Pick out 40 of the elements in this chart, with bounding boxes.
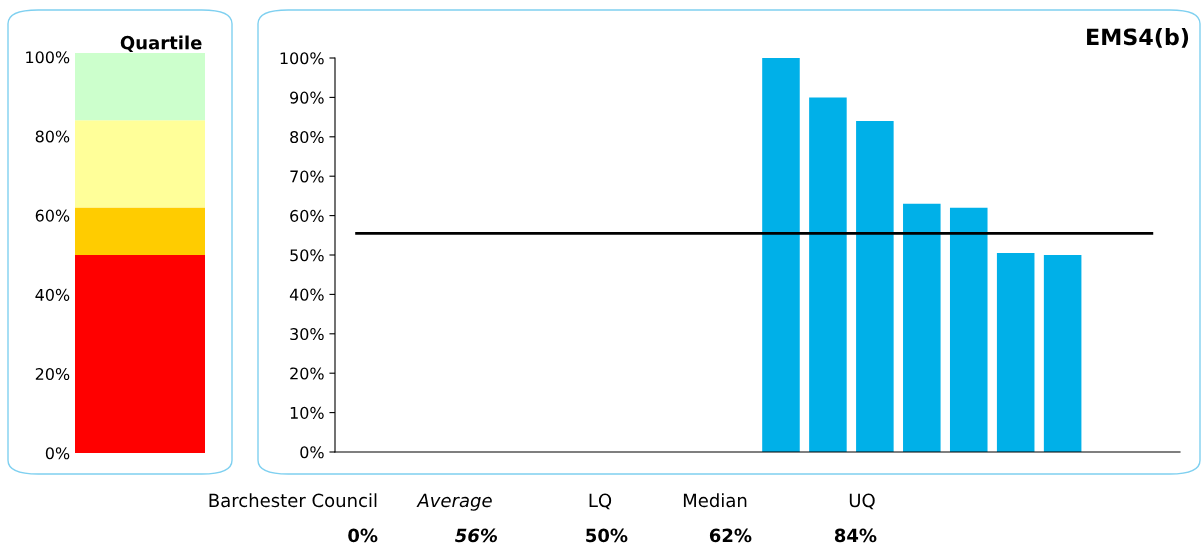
text: LQ xyxy=(589,493,612,510)
text: 50% xyxy=(586,528,628,543)
bar xyxy=(762,58,800,452)
chart-title: EMS4(b) xyxy=(1087,28,1189,48)
y-tick-label: 80% xyxy=(290,131,324,144)
text: Average xyxy=(416,493,492,511)
y-tick-label: 60% xyxy=(290,209,324,222)
text: UQ xyxy=(849,493,875,510)
bar xyxy=(75,53,205,121)
bar xyxy=(75,207,205,255)
y-tick-label: 0% xyxy=(300,446,324,459)
y-tick-label: 100% xyxy=(280,52,324,65)
y-tick-label: 70% xyxy=(290,170,324,183)
y-tick-label: 80% xyxy=(35,130,70,143)
y-tick-label: 20% xyxy=(35,368,70,381)
y-tick-label: 30% xyxy=(290,328,324,341)
bar xyxy=(809,97,847,452)
bar xyxy=(1043,255,1082,452)
bar xyxy=(949,207,988,452)
y-tick-label: 100% xyxy=(26,51,70,64)
bar xyxy=(996,253,1035,452)
y-tick-label: 40% xyxy=(35,288,70,301)
y-tick-label: 0% xyxy=(45,447,70,460)
text: Median xyxy=(683,493,747,508)
text: Barchester Council xyxy=(209,493,377,508)
y-tick-label: 90% xyxy=(290,91,324,104)
y-tick-label: 40% xyxy=(289,288,324,301)
y-tick-label: 20% xyxy=(290,367,324,380)
y-tick-label: 60% xyxy=(35,209,70,222)
y-tick-label: 10% xyxy=(290,406,324,419)
text: 84% xyxy=(834,528,877,543)
bar xyxy=(856,121,894,452)
bar xyxy=(903,203,941,452)
y-tick-label: 50% xyxy=(290,249,324,262)
bar xyxy=(75,254,205,453)
bar xyxy=(75,120,205,208)
text: 0% xyxy=(348,528,378,543)
text: 62% xyxy=(709,528,752,543)
text: 56% xyxy=(455,528,497,543)
chart-title: Quartile xyxy=(120,35,202,52)
